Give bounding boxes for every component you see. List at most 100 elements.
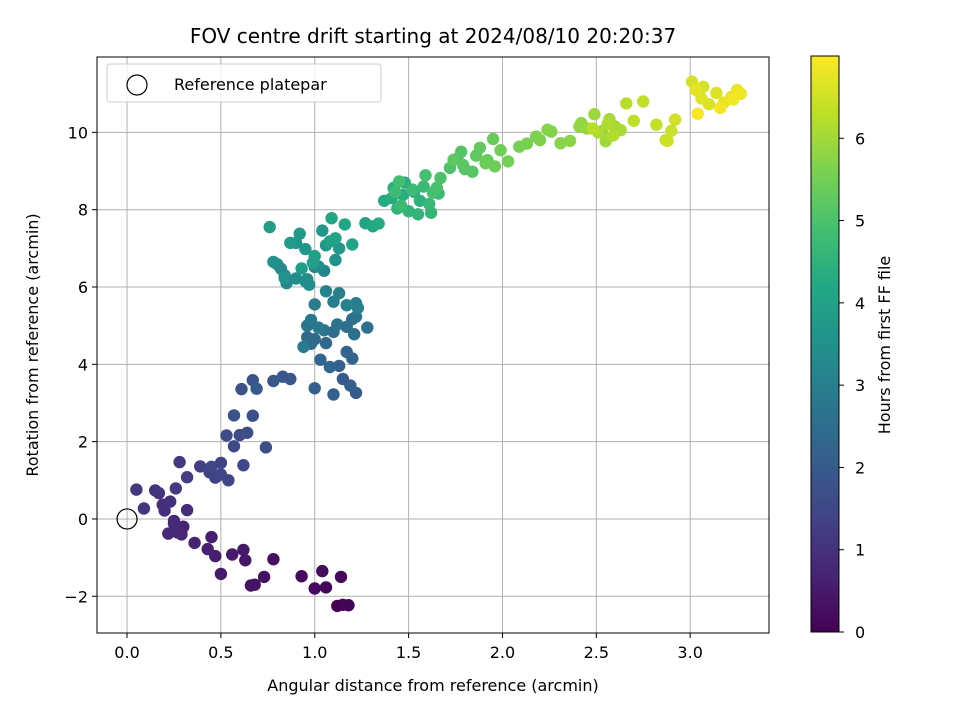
- data-point: [473, 141, 487, 154]
- data-point: [456, 158, 470, 172]
- data-point: [308, 249, 321, 263]
- data-point: [348, 328, 361, 341]
- data-point: [289, 272, 303, 285]
- data-point: [201, 542, 214, 556]
- data-point: [417, 180, 430, 193]
- data-point: [162, 527, 175, 540]
- data-point: [393, 175, 406, 188]
- data-point: [302, 278, 316, 291]
- legend-box: [106, 63, 382, 103]
- plot-frame: [96, 56, 770, 634]
- data-point: [434, 171, 447, 185]
- data-point: [304, 313, 318, 327]
- data-point: [257, 570, 271, 584]
- data-point: [486, 132, 500, 146]
- data-point: [325, 212, 338, 225]
- data-point: [601, 118, 614, 131]
- colorbar-tick-label: 5: [855, 212, 865, 231]
- data-point: [267, 374, 280, 388]
- x-tick-label: 0.0: [114, 643, 139, 662]
- data-point: [169, 482, 182, 495]
- data-point: [554, 137, 567, 150]
- data-point: [332, 242, 346, 255]
- data-point: [727, 93, 740, 106]
- data-point: [295, 262, 308, 275]
- data-point: [278, 271, 291, 285]
- data-point: [284, 372, 297, 386]
- data-point: [263, 220, 276, 234]
- data-point: [661, 134, 674, 148]
- data-point: [351, 301, 365, 315]
- data-point: [167, 517, 181, 530]
- colorbar-ticks: 0 1 2 3 4 5 6: [839, 129, 865, 642]
- data-point: [714, 101, 727, 115]
- data-point: [319, 285, 333, 298]
- data-point: [214, 468, 228, 481]
- data-point: [689, 83, 702, 97]
- data-point: [235, 382, 248, 396]
- x-tick-label: 0.5: [208, 643, 233, 662]
- data-point: [394, 199, 408, 212]
- data-point: [308, 582, 321, 595]
- data-point: [227, 409, 241, 422]
- legend-label-reference: Reference platepar: [174, 75, 327, 94]
- data-point: [665, 124, 678, 137]
- data-point: [137, 502, 151, 515]
- data-point: [338, 218, 351, 231]
- data-point: [308, 382, 321, 395]
- data-points: [116, 75, 747, 613]
- data-point: [301, 331, 314, 344]
- data-point: [637, 95, 650, 108]
- data-point: [563, 134, 577, 148]
- data-point: [372, 217, 385, 230]
- data-point: [323, 360, 336, 374]
- data-point: [455, 145, 468, 158]
- y-axis-title: Rotation from reference (arcmin): [23, 213, 42, 476]
- data-point: [205, 530, 218, 544]
- data-point: [533, 133, 547, 147]
- y-tick-label: 4: [78, 355, 88, 374]
- data-point: [175, 528, 188, 541]
- colorbar-tick-label: 1: [855, 541, 865, 560]
- data-point: [346, 238, 359, 251]
- data-point: [342, 599, 355, 612]
- data-point: [239, 554, 252, 567]
- colorbar-tick-label: 4: [855, 294, 865, 313]
- data-point: [319, 581, 333, 594]
- data-point: [332, 359, 346, 373]
- data-point: [332, 287, 346, 300]
- x-tick-label: 2.5: [584, 643, 609, 662]
- x-tick-label: 2.0: [490, 643, 515, 662]
- axis-ticks: 0.0 0.5 1.0 1.5 2.0 2.5 3.0 −2 0 2 4 6 8 10: [64, 123, 702, 662]
- data-point: [205, 460, 218, 473]
- data-point: [316, 564, 329, 578]
- data-point: [710, 86, 723, 100]
- data-point: [173, 455, 186, 469]
- data-point: [220, 429, 233, 442]
- data-point: [267, 255, 280, 269]
- data-point: [541, 123, 554, 136]
- data-point: [250, 382, 263, 395]
- data-point: [466, 165, 479, 178]
- data-point: [214, 456, 228, 470]
- data-point: [299, 242, 312, 256]
- y-tick-label: 10: [68, 123, 88, 142]
- data-point: [406, 183, 419, 196]
- legend: Reference platepar: [106, 63, 382, 103]
- data-point: [158, 504, 171, 517]
- data-point: [237, 543, 250, 557]
- data-point: [284, 236, 297, 250]
- data-point: [488, 160, 502, 173]
- data-point: [389, 185, 402, 199]
- data-point: [607, 129, 620, 142]
- data-point: [501, 155, 515, 168]
- data-point: [246, 409, 259, 422]
- data-point: [194, 460, 207, 473]
- data-point: [361, 321, 374, 334]
- data-point: [259, 441, 273, 454]
- y-tick-label: 0: [78, 510, 88, 529]
- data-point: [586, 122, 599, 135]
- data-point: [668, 113, 682, 126]
- data-point: [447, 153, 460, 166]
